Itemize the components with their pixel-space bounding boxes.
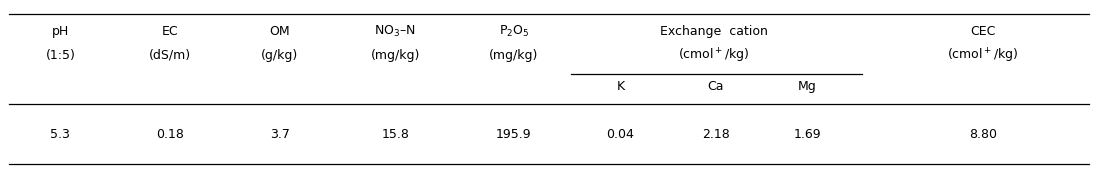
Text: 2.18: 2.18 (702, 128, 730, 142)
Text: P$_2$O$_5$: P$_2$O$_5$ (498, 24, 529, 39)
Text: 195.9: 195.9 (496, 128, 531, 142)
Text: pH: pH (52, 25, 69, 38)
Text: Ca: Ca (707, 80, 725, 93)
Text: OM: OM (270, 25, 290, 38)
Text: CEC: CEC (970, 25, 996, 38)
Text: Mg: Mg (797, 80, 817, 93)
Text: 8.80: 8.80 (968, 128, 997, 142)
Text: 1.69: 1.69 (793, 128, 821, 142)
Text: 5.3: 5.3 (51, 128, 70, 142)
Text: 15.8: 15.8 (381, 128, 410, 142)
Text: (cmol$^+$/kg): (cmol$^+$/kg) (946, 46, 1019, 65)
Text: 3.7: 3.7 (270, 128, 290, 142)
Text: 0.04: 0.04 (606, 128, 635, 142)
Text: (g/kg): (g/kg) (261, 49, 299, 62)
Text: EC: EC (161, 25, 179, 38)
Text: (dS/m): (dS/m) (149, 49, 191, 62)
Text: 0.18: 0.18 (156, 128, 184, 142)
Text: (1:5): (1:5) (45, 49, 76, 62)
Text: (mg/kg): (mg/kg) (371, 49, 419, 62)
Text: (mg/kg): (mg/kg) (490, 49, 538, 62)
Text: (cmol$^+$/kg): (cmol$^+$/kg) (677, 46, 750, 65)
Text: NO$_3$–N: NO$_3$–N (374, 24, 416, 39)
Text: K: K (616, 80, 625, 93)
Text: Exchange  cation: Exchange cation (660, 25, 768, 38)
